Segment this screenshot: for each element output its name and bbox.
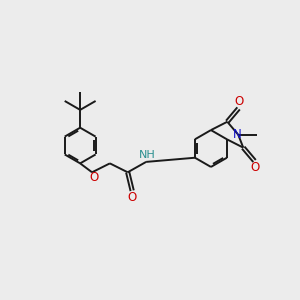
Text: O: O — [128, 191, 137, 204]
Text: O: O — [250, 161, 260, 174]
Text: NH: NH — [139, 150, 156, 160]
Text: N: N — [233, 128, 242, 141]
Text: O: O — [235, 95, 244, 108]
Text: O: O — [89, 171, 98, 184]
